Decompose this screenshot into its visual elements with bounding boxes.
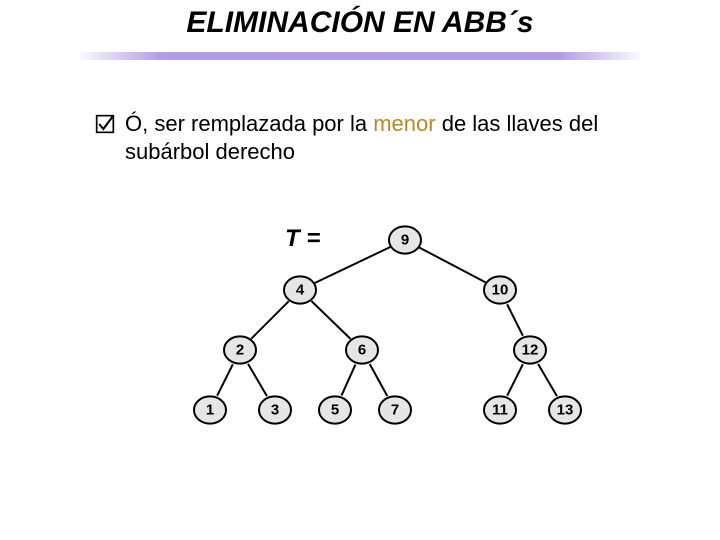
tree-diagram: 9410261213571113: [180, 220, 600, 430]
tree-edge: [217, 364, 233, 395]
tree-node: 10: [484, 276, 516, 303]
tree-edge: [248, 364, 267, 396]
tree-node-label: 2: [236, 342, 244, 359]
tree-node-label: 10: [492, 282, 509, 299]
tree-edge: [370, 364, 388, 396]
tree-node: 9: [389, 226, 421, 253]
bullet-item: Ó, ser remplazada por la menor de las ll…: [95, 110, 660, 165]
tree-edge: [342, 365, 356, 396]
tree-edge: [251, 301, 288, 338]
tree-edge: [419, 247, 486, 282]
bullet-prefix: Ó, ser remplazada por la: [125, 111, 373, 136]
tree-edge: [538, 364, 557, 396]
title-underline: [75, 52, 645, 60]
tree-node-label: 6: [358, 342, 366, 359]
tree-node-label: 13: [557, 402, 574, 419]
tree-node: 11: [484, 396, 516, 423]
tree-node: 6: [346, 336, 378, 363]
tree-node-label: 3: [271, 402, 279, 419]
tree-node-label: 4: [296, 282, 305, 299]
tree-node-label: 5: [331, 402, 339, 419]
tree-node: 1: [194, 396, 226, 423]
tree-edge: [311, 301, 350, 339]
tree-node: 4: [284, 276, 316, 303]
tree-node: 12: [514, 336, 546, 363]
tree-node: 3: [259, 396, 291, 423]
bullet-highlight: menor: [373, 111, 435, 136]
bullet-text: Ó, ser remplazada por la menor de las ll…: [125, 110, 660, 165]
tree-edge: [507, 364, 523, 395]
tree-node-label: 9: [401, 232, 409, 249]
tree-node: 7: [379, 396, 411, 423]
tree-node-label: 11: [492, 402, 508, 419]
tree-edge: [314, 247, 390, 283]
tree-node: 5: [319, 396, 351, 423]
tree-node: 2: [224, 336, 256, 363]
tree-node-label: 12: [522, 342, 539, 359]
tree-node-label: 7: [391, 402, 399, 419]
tree-node: 13: [549, 396, 581, 423]
tree-node-label: 1: [206, 402, 214, 419]
tree-edge: [507, 304, 523, 335]
slide: ELIMINACIÓN EN ABB´s Ó, ser remplazada p…: [0, 0, 720, 540]
checkbox-icon: [95, 114, 115, 134]
slide-title: ELIMINACIÓN EN ABB´s: [0, 6, 720, 40]
